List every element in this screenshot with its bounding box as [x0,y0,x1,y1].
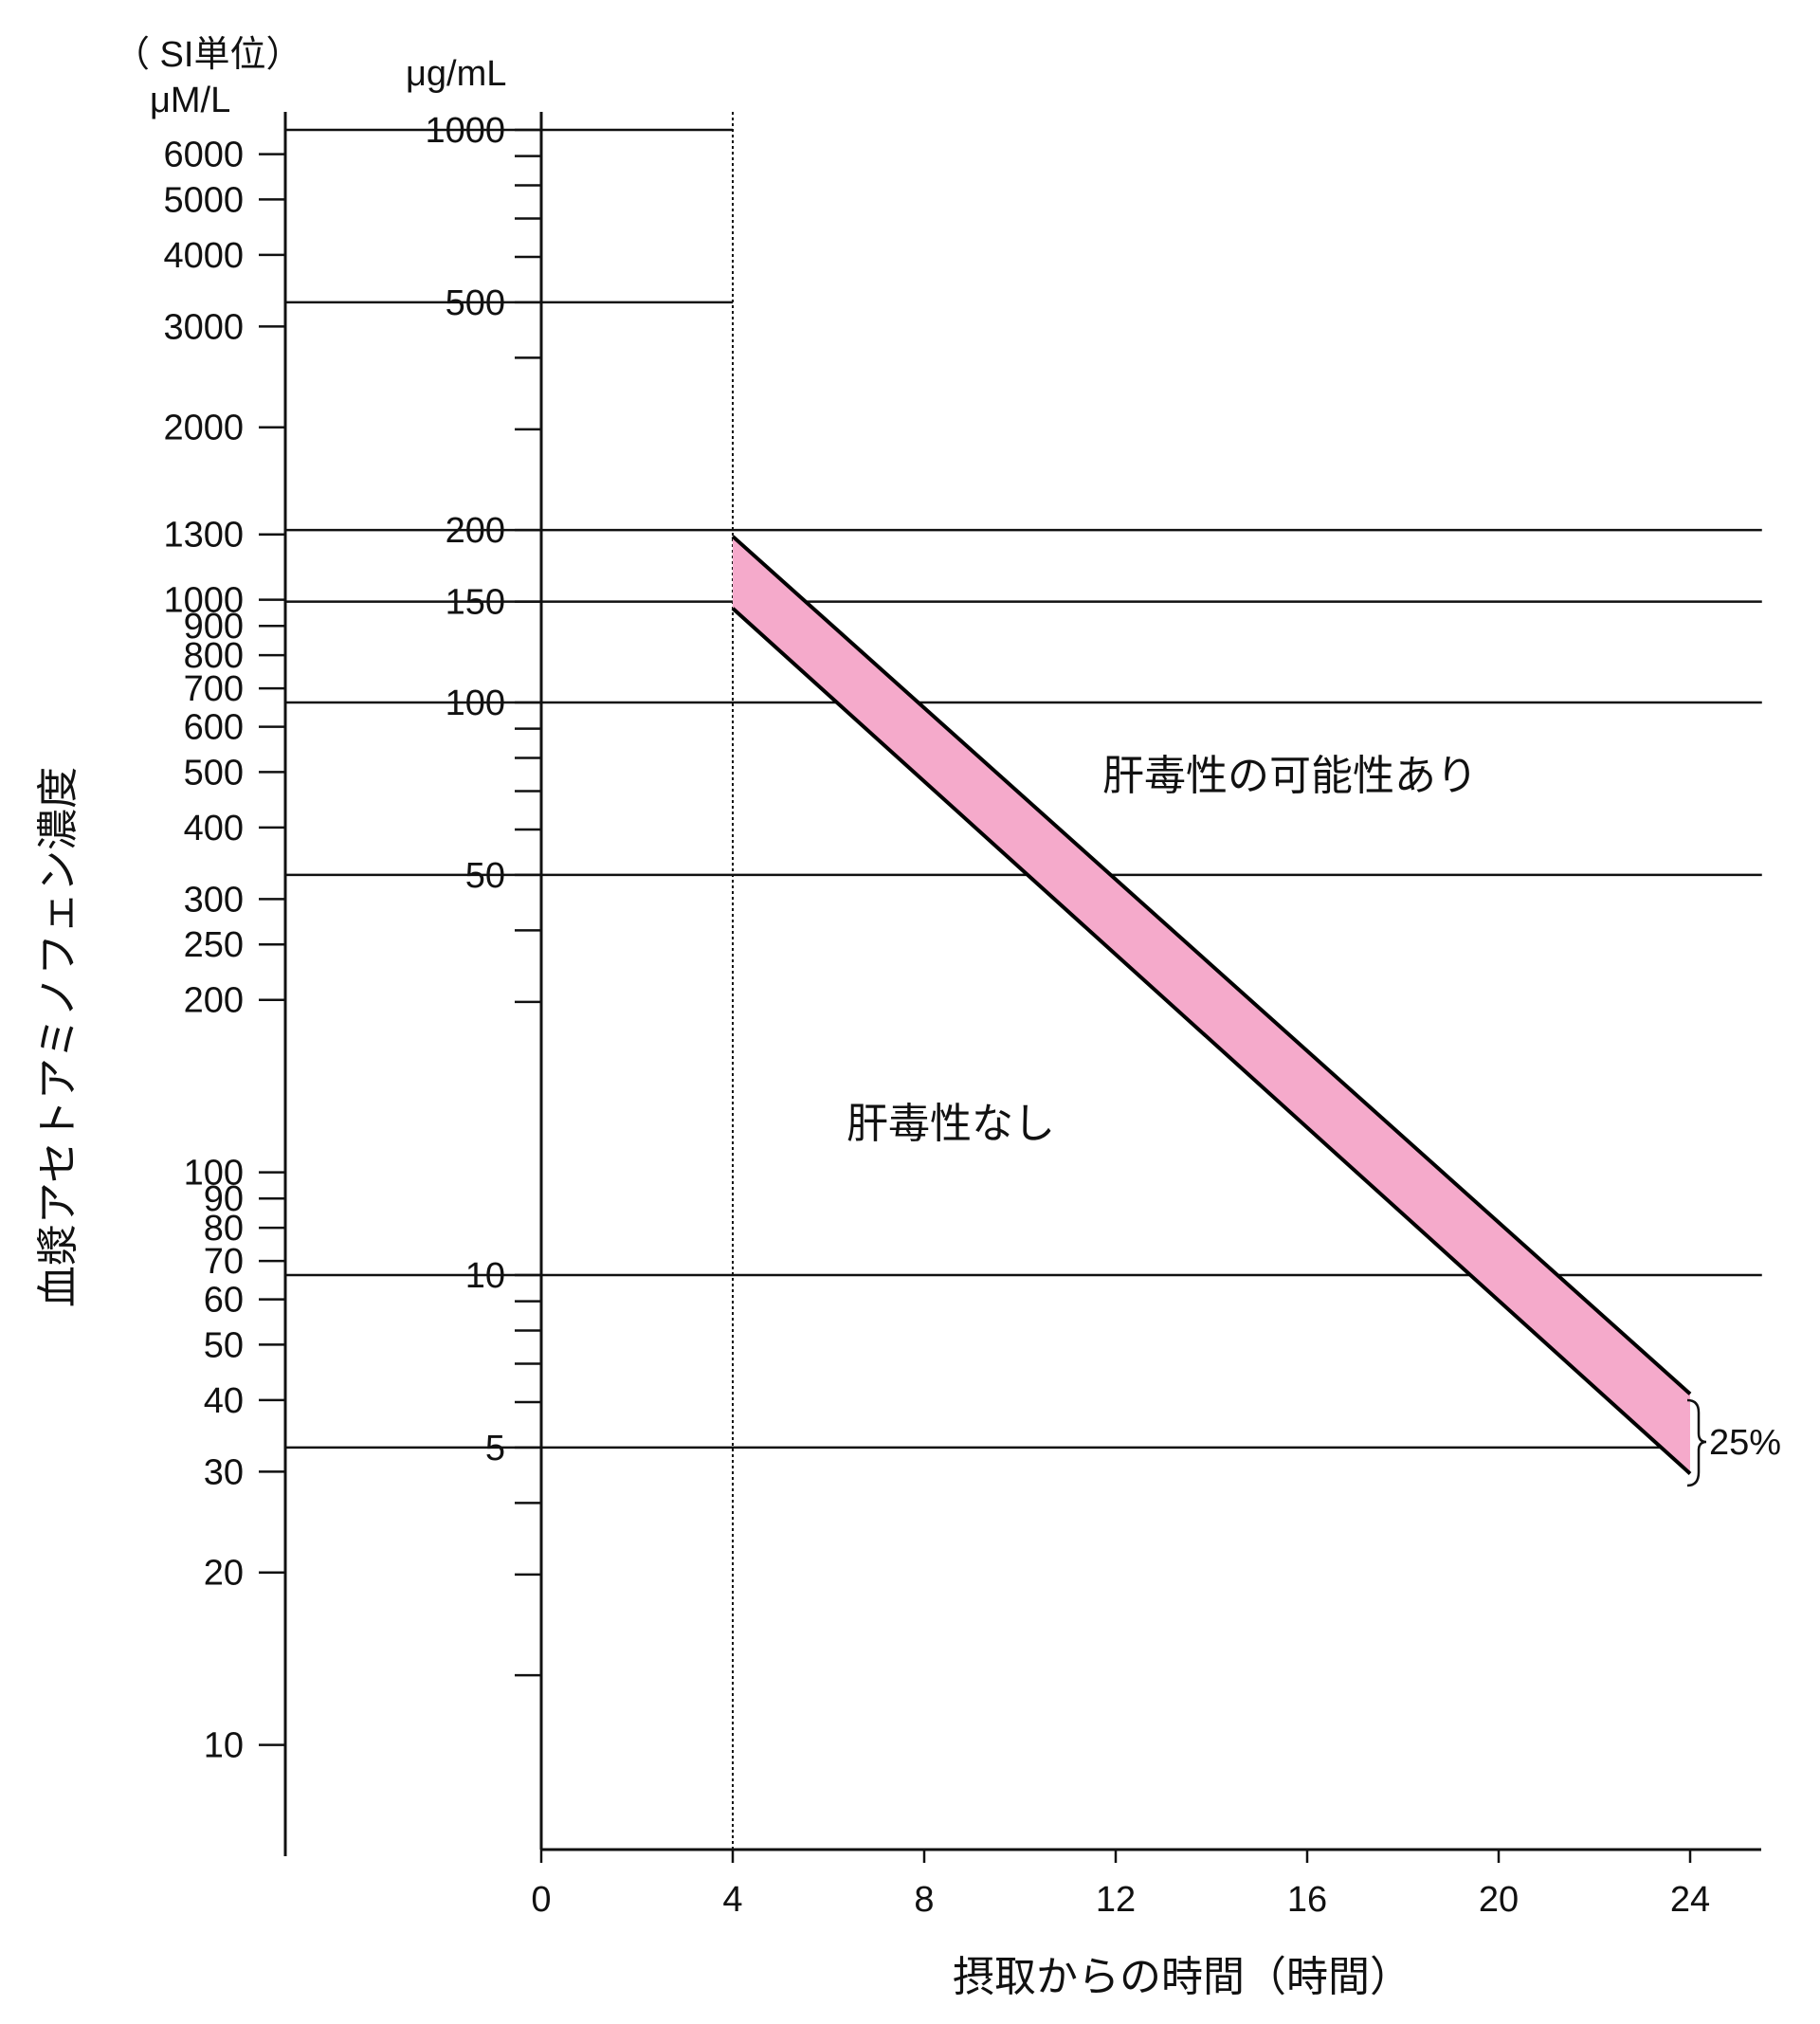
x-tick-label: 16 [1287,1880,1327,1920]
ugml-unit-label: μg/mL [406,54,506,94]
si-tick-label: 30 [204,1452,244,1492]
x-tick-label: 8 [914,1880,934,1920]
reference-lines [285,112,1762,1850]
si-tick-label: 50 [204,1325,244,1365]
band-percent-label: 25% [1709,1423,1781,1463]
ugml-tick-label: 5 [485,1429,505,1468]
band-fill [733,536,1690,1474]
band-upper-edge [731,535,1692,1395]
si-tick-label: 20 [204,1554,244,1594]
region-label-no-toxicity: 肝毒性なし [846,1101,1055,1147]
si-tick-label: 800 [184,636,244,676]
si-tick-label: 6000 [163,136,244,175]
si-tick-label: 500 [184,753,244,793]
si-unit-system-label: （ SI単位） [114,35,301,75]
si-tick-label: 3000 [163,307,244,347]
si-tick-label: 100 [184,1154,244,1194]
ugml-tick-label: 500 [446,283,505,323]
si-unit-label: μM/L [150,81,230,120]
x-tick-label: 24 [1670,1880,1710,1920]
si-tick-label: 1300 [163,516,244,556]
band-bracket [1686,1398,1707,1487]
x-tick-label: 4 [722,1880,742,1920]
y-axis-title: 血漿アセトアミノフェン濃度 [35,767,82,1307]
si-tick-label: 400 [184,809,244,848]
si-tick-label: 1000 [163,581,244,621]
si-tick-label: 700 [184,669,244,709]
si-tick-label: 40 [204,1381,244,1421]
ugml-tick-label: 150 [446,583,505,623]
x-axis-title: 摂取からの時間（時間） [953,1954,1411,2000]
si-tick-label: 250 [184,925,244,965]
si-tick-label: 900 [184,607,244,647]
ugml-tick-label: 1000 [425,111,505,151]
si-tick-label: 60 [204,1281,244,1321]
x-tick-label: 20 [1479,1880,1519,1920]
ticks: 1000500200150100501056000500040003000200… [163,111,1710,1920]
si-tick-label: 70 [204,1242,244,1282]
ugml-tick-label: 200 [446,511,505,551]
axes [283,112,1761,1856]
si-tick-label: 2000 [163,409,244,448]
si-tick-label: 5000 [163,180,244,220]
si-tick-label: 10 [204,1726,244,1766]
ugml-tick-label: 50 [465,856,505,896]
x-tick-label: 12 [1096,1880,1136,1920]
si-tick-label: 300 [184,880,244,920]
x-tick-label: 0 [531,1880,551,1920]
toxicity-band [731,535,1692,1475]
si-tick-label: 200 [184,981,244,1021]
ugml-tick-label: 100 [446,684,505,723]
si-tick-label: 80 [204,1209,244,1249]
band-lower-edge [731,607,1692,1475]
si-tick-label: 4000 [163,236,244,276]
si-tick-label: 600 [184,708,244,748]
si-tick-label: 90 [204,1179,244,1219]
ugml-tick-label: 10 [465,1256,505,1296]
region-label-possible-toxicity: 肝毒性の可能性あり [1102,753,1478,799]
